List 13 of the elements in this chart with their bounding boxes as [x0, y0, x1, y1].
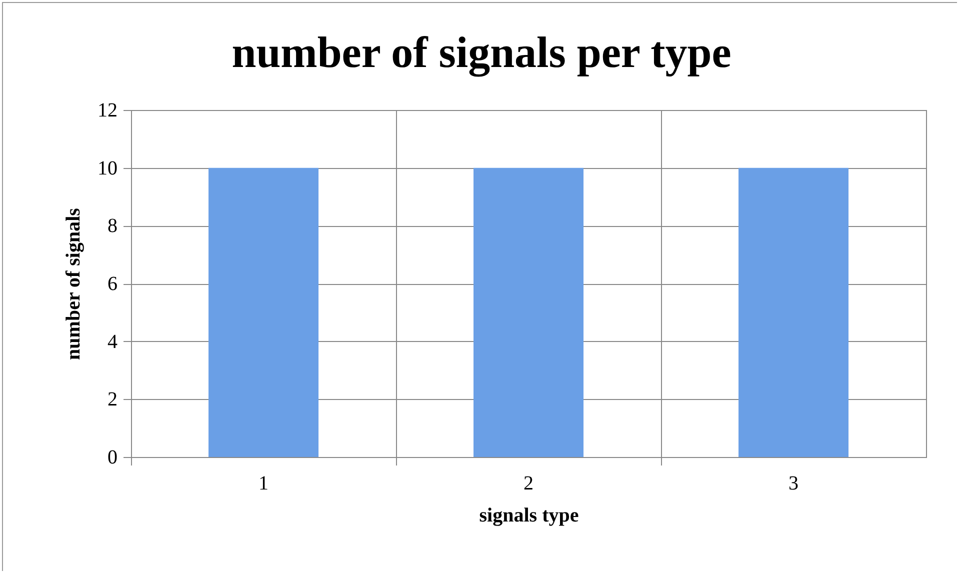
x-tick-label: 2: [524, 472, 534, 494]
chart-title: number of signals per type: [232, 28, 732, 77]
y-tick-label: 2: [108, 388, 118, 411]
y-tick-label: 6: [108, 273, 118, 295]
y-tick-label: 0: [108, 446, 118, 468]
x-tick-label: 3: [788, 472, 798, 494]
y-tick-label: 4: [108, 330, 118, 353]
y-tick-label: 10: [98, 157, 118, 180]
y-axis-title: number of signals: [62, 208, 84, 360]
y-tick-label: 12: [98, 100, 118, 122]
x-axis-title: signals type: [479, 504, 579, 526]
y-tick-label: 8: [108, 215, 118, 238]
x-tick-label: 1: [258, 472, 268, 494]
